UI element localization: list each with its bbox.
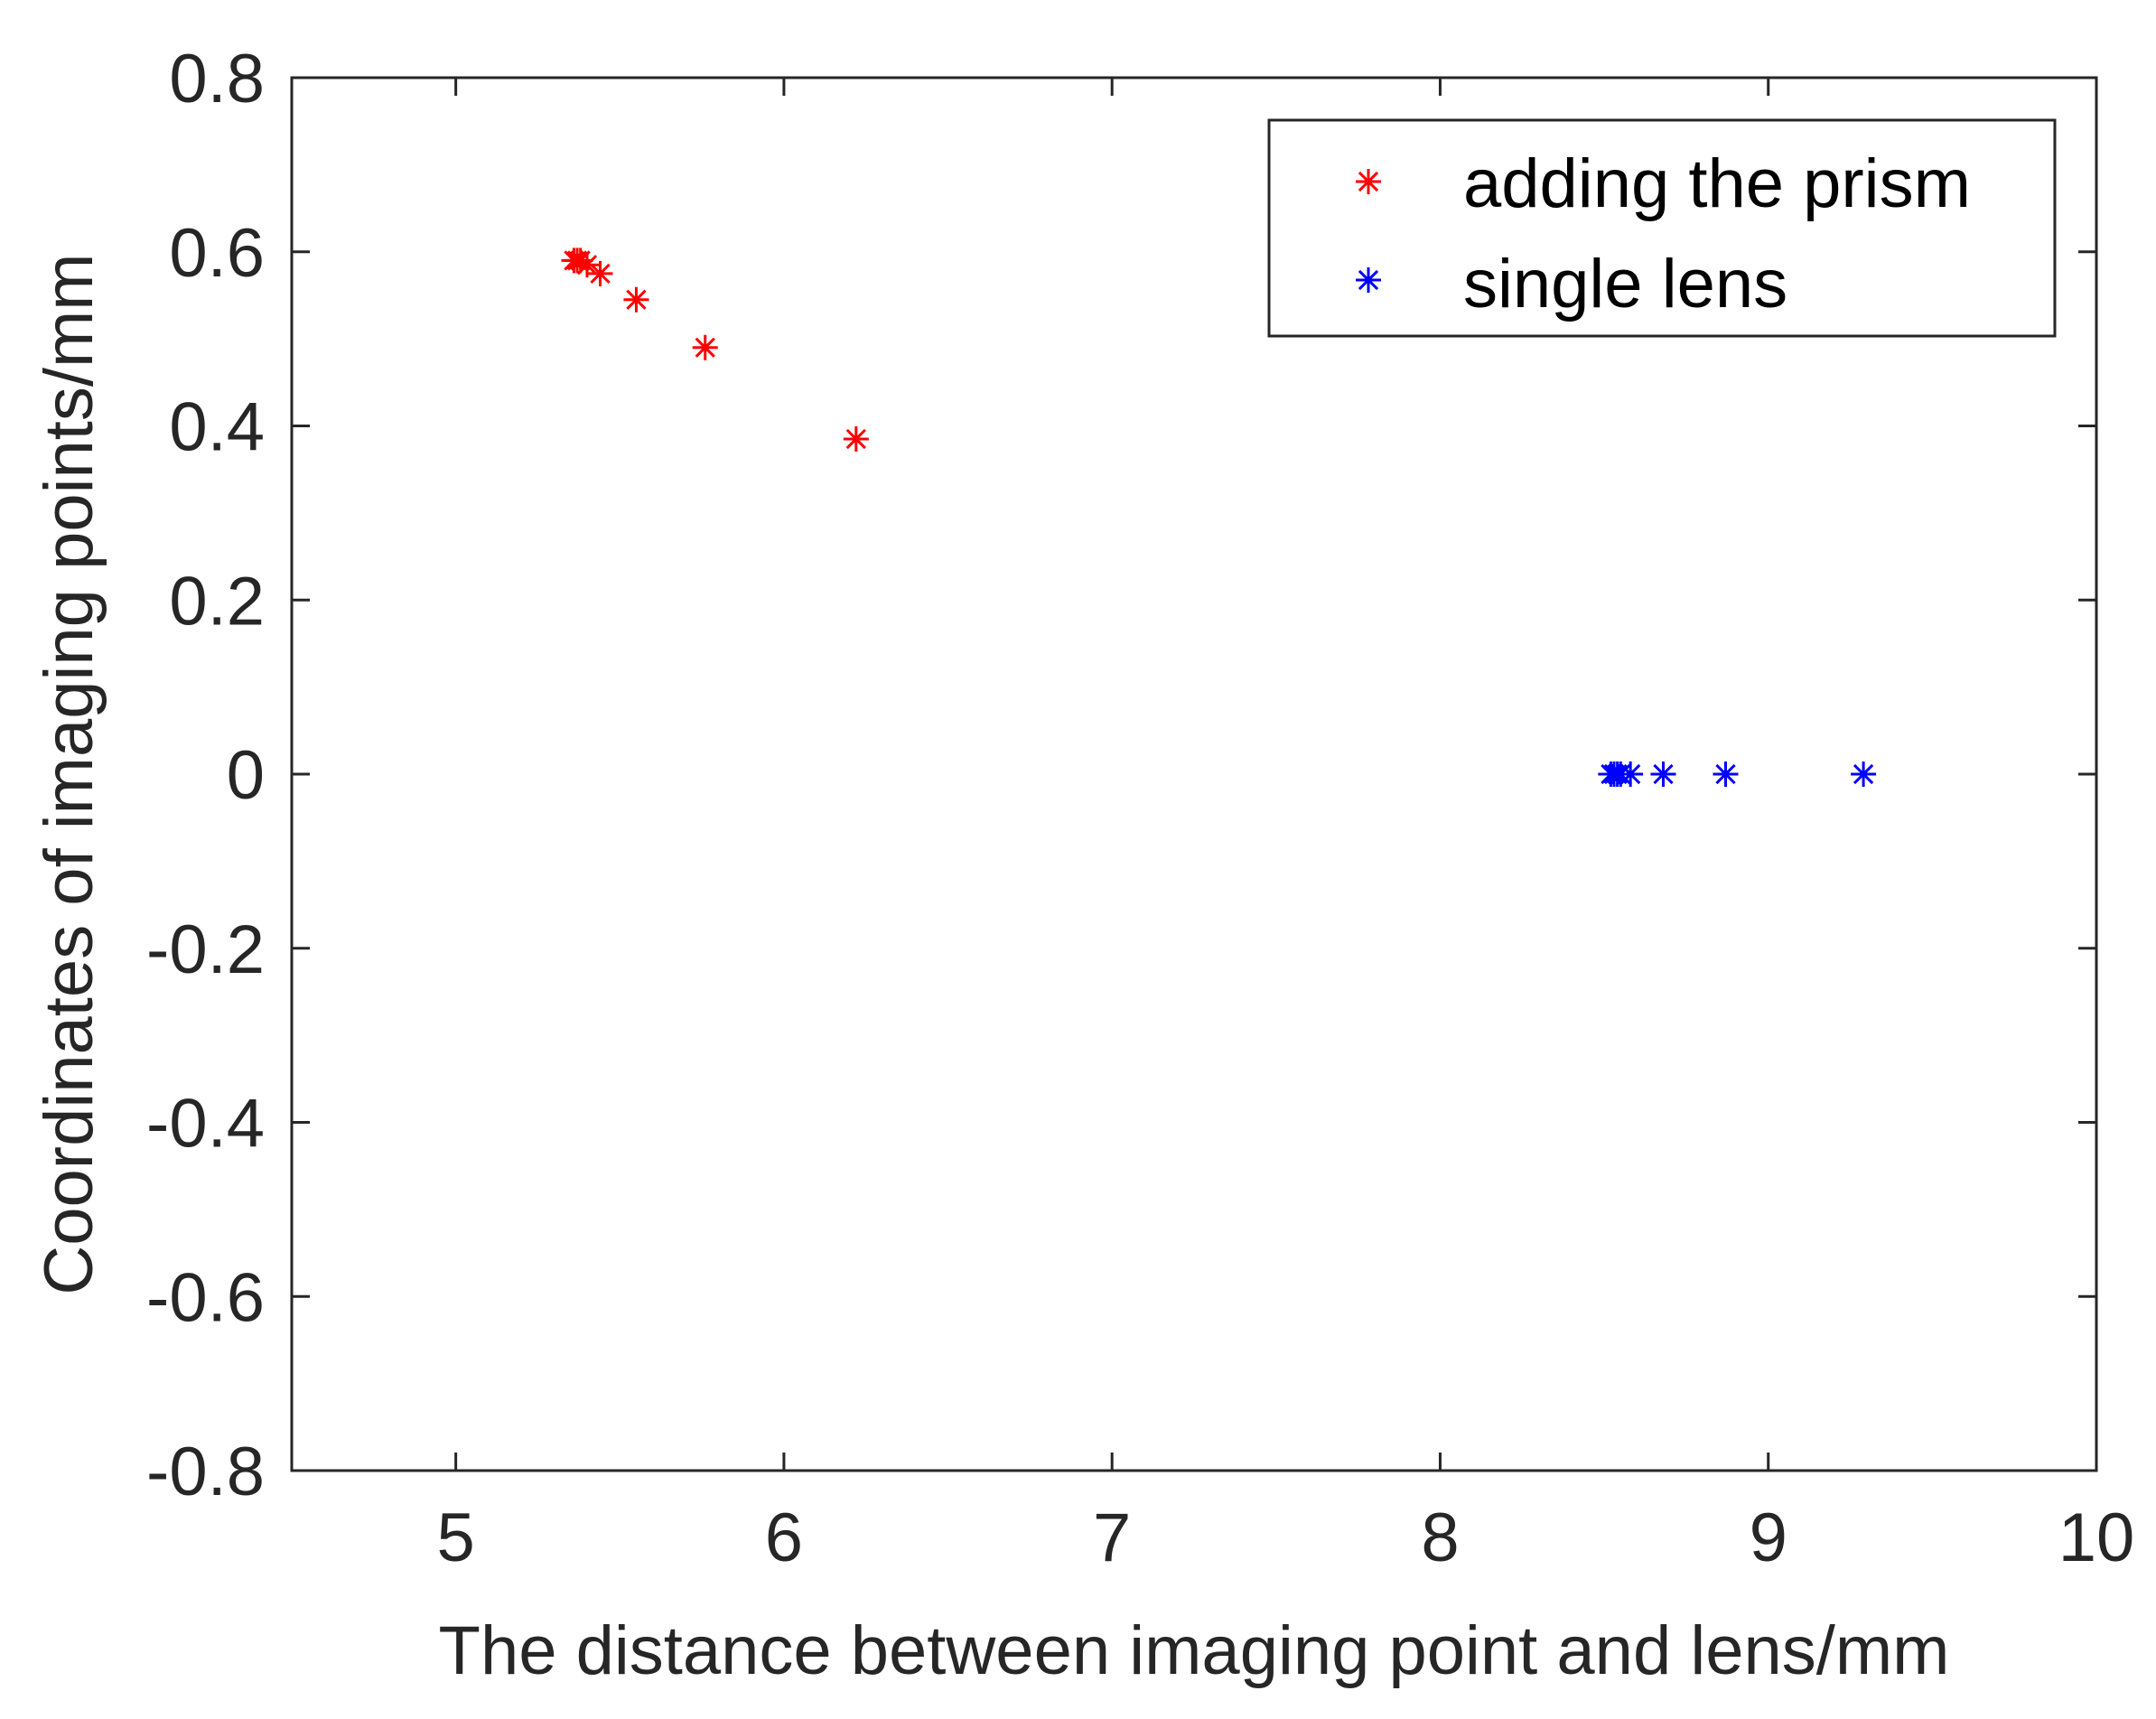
x-tick-label: 10: [2058, 1499, 2135, 1576]
y-axis-ticks: -0.8 -0.6 -0.4 -0.2 0 0.2 0.4 0.6 0.8: [146, 41, 2096, 1510]
y-tick-label: -0.6: [146, 1259, 265, 1336]
data-point: [1851, 761, 1877, 787]
data-point: [843, 425, 869, 452]
x-tick-label: 7: [1093, 1499, 1131, 1576]
data-point: [567, 248, 593, 274]
y-tick-label: 0: [227, 737, 265, 814]
y-tick-label: -0.2: [146, 911, 265, 988]
legend-label-adding-the-prism: adding the prism: [1463, 145, 1971, 222]
y-tick-label: -0.8: [146, 1434, 265, 1510]
x-tick-label: 6: [765, 1499, 803, 1576]
y-tick-label: -0.4: [146, 1086, 265, 1163]
legend-label-single-lens: single lens: [1463, 246, 1787, 322]
x-axis-ticks: 5 6 7 8 9 10: [436, 78, 2134, 1576]
data-point: [623, 286, 649, 313]
x-tick-label: 9: [1750, 1499, 1787, 1576]
data-point: [574, 252, 600, 278]
y-tick-label: 0.6: [169, 215, 265, 292]
data-points: [561, 248, 1877, 787]
legend-marker-icon: [1356, 267, 1381, 293]
x-tick-label: 5: [436, 1499, 474, 1576]
data-point: [1713, 761, 1739, 787]
legend-marker-icon: [1356, 169, 1381, 194]
y-tick-label: 0.4: [169, 389, 265, 466]
data-point: [692, 334, 718, 360]
y-tick-label: 0.8: [169, 41, 265, 117]
y-tick-label: 0.2: [169, 563, 265, 640]
data-point: [1618, 761, 1644, 787]
x-tick-label: 8: [1421, 1499, 1459, 1576]
x-axis-label: The distance between imaging point and l…: [439, 1612, 1950, 1689]
y-axis-label: Coordinates of imaging points/mm: [31, 253, 107, 1294]
legend-marker-single-lens: [1356, 267, 1381, 293]
legend-box: [1267, 118, 2057, 338]
legend-marker-adding-the-prism: [1356, 169, 1381, 194]
data-point: [1650, 761, 1676, 787]
data-point: [587, 260, 613, 286]
legend: adding the prism single lens: [1267, 118, 2057, 338]
